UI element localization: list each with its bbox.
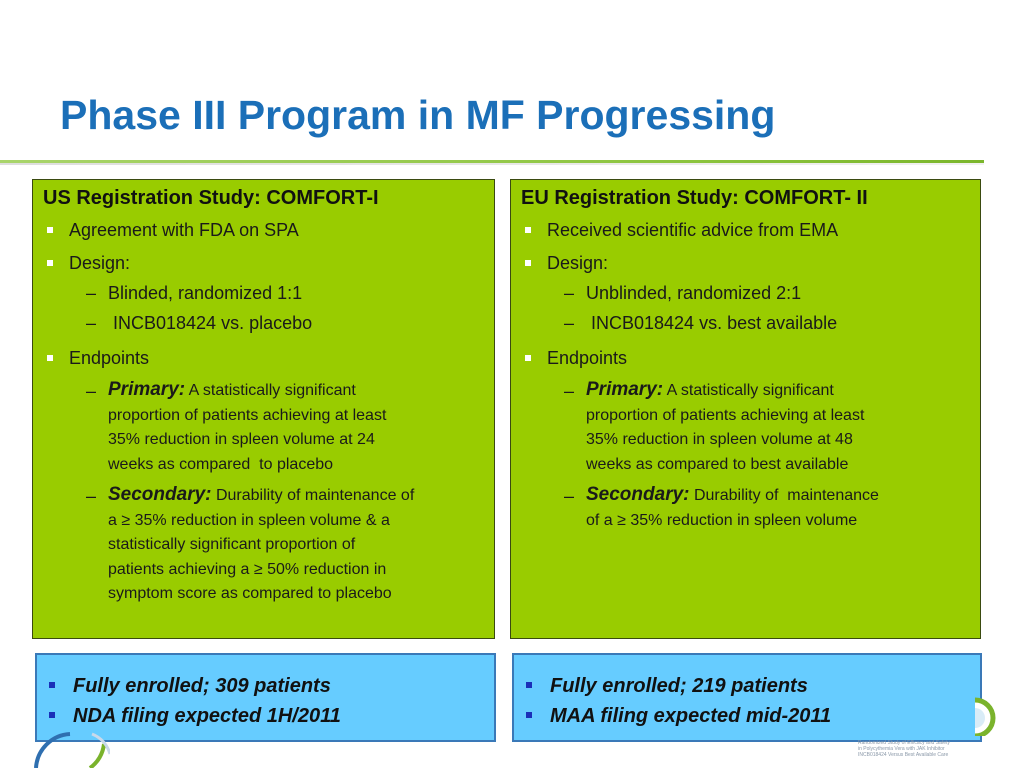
eu-enrollment-text: Fully enrolled; 219 patients bbox=[550, 675, 808, 697]
square-bullet-icon bbox=[526, 682, 532, 688]
us-filing-text: NDA filing expected 1H/2011 bbox=[73, 705, 341, 727]
eu-enrollment-item: Fully enrolled; 219 patients bbox=[526, 671, 980, 701]
corner-logo-left bbox=[30, 724, 110, 768]
eu-design-item-text: Unblinded, randomized 2:1 bbox=[586, 283, 802, 303]
eu-study-panel: EU Registration Study: COMFORT- II Recei… bbox=[510, 179, 981, 639]
us-bullet-endpoints-text: Endpoints bbox=[69, 348, 150, 368]
us-secondary-text: a ≥ 35% reduction in spleen volume & a bbox=[108, 511, 390, 529]
us-secondary-label: Secondary: bbox=[108, 484, 212, 505]
slide-title: Phase III Program in MF Progressing bbox=[60, 92, 776, 138]
eu-filing-item: MAA filing expected mid-2011 bbox=[526, 701, 980, 731]
us-study-panel: US Registration Study: COMFORT-I Agreeme… bbox=[32, 179, 495, 639]
us-design-item-text: Blinded, randomized 1:1 bbox=[108, 283, 303, 303]
square-bullet-icon bbox=[49, 682, 55, 688]
eu-secondary-text: of a ≥ 35% reduction in spleen volume bbox=[586, 511, 858, 529]
eu-bullet-design-text: Design: bbox=[547, 253, 609, 273]
square-bullet-icon bbox=[49, 712, 55, 718]
us-design-item-text: INCB018424 vs. placebo bbox=[108, 313, 313, 333]
dash-bullet-icon: – bbox=[86, 486, 97, 506]
square-bullet-icon bbox=[526, 712, 532, 718]
eu-primary-text: 35% reduction in spleen volume at 48 bbox=[586, 431, 853, 448]
us-enrollment-item: Fully enrolled; 309 patients bbox=[49, 671, 494, 701]
eu-bullet-endpoints-text: Endpoints bbox=[547, 348, 628, 368]
us-filing-item: NDA filing expected 1H/2011 bbox=[49, 701, 494, 731]
us-secondary-endpoint: – Secondary: Durability of maintenance o… bbox=[43, 483, 484, 607]
eu-primary-label: Primary: bbox=[586, 379, 664, 400]
eu-study-heading: EU Registration Study: COMFORT- II bbox=[521, 187, 868, 209]
eu-design-item: – INCB018424 vs. best available bbox=[521, 312, 970, 334]
eu-design-item-text: INCB018424 vs. best available bbox=[586, 313, 838, 333]
eu-primary-text: weeks as compared to best available bbox=[586, 455, 849, 473]
us-design-item: – INCB018424 vs. placebo bbox=[43, 312, 484, 334]
us-secondary-text: statistically significant proportion of bbox=[108, 536, 356, 553]
study-caption-line: INCB018424 Versus Best Available Care bbox=[858, 752, 949, 758]
us-primary-text: 35% reduction in spleen volume at 24 bbox=[108, 431, 375, 448]
us-design-item: – Blinded, randomized 1:1 bbox=[43, 282, 484, 304]
us-primary-text: proportion of patients achieving at leas… bbox=[108, 406, 387, 424]
dash-bullet-icon: – bbox=[86, 313, 97, 333]
dash-bullet-icon: – bbox=[564, 313, 575, 333]
us-secondary-text: patients achieving a ≥ 50% reduction in bbox=[108, 560, 387, 578]
eu-bullet-ema: Received scientific advice from EMA bbox=[521, 219, 970, 241]
eu-secondary-endpoint: – Secondary: Durability of maintenance o… bbox=[521, 483, 970, 533]
eu-design-item: – Unblinded, randomized 2:1 bbox=[521, 282, 970, 304]
us-study-heading: US Registration Study: COMFORT-I bbox=[43, 187, 379, 209]
us-secondary-text: Durability of maintenance of bbox=[215, 487, 415, 504]
us-primary-label: Primary: bbox=[108, 379, 186, 400]
square-bullet-icon bbox=[525, 260, 531, 266]
study-caption: Randomized Study of Efficacy and Safety … bbox=[858, 740, 1018, 758]
square-bullet-icon bbox=[525, 227, 531, 233]
us-bullet-fda: Agreement with FDA on SPA bbox=[43, 219, 484, 241]
title-divider-shadow bbox=[0, 163, 984, 165]
dash-bullet-icon: – bbox=[564, 486, 575, 506]
eu-secondary-label: Secondary: bbox=[586, 484, 690, 505]
eu-enrollment-panel: Fully enrolled; 219 patients MAA filing … bbox=[512, 653, 982, 742]
eu-bullet-design: Design: bbox=[521, 252, 970, 274]
study-caption-line: Randomized Study of Efficacy and Safety bbox=[858, 740, 950, 746]
eu-primary-endpoint: – Primary: A statistically significant p… bbox=[521, 378, 970, 477]
square-bullet-icon bbox=[525, 355, 531, 361]
square-bullet-icon bbox=[47, 260, 53, 266]
dash-bullet-icon: – bbox=[86, 283, 97, 303]
us-primary-text: A statistically significant bbox=[188, 382, 356, 399]
dash-bullet-icon: – bbox=[564, 381, 575, 401]
square-bullet-icon bbox=[47, 355, 53, 361]
corner-logo-right bbox=[975, 696, 999, 736]
title-divider bbox=[0, 160, 984, 163]
us-bullet-fda-text: Agreement with FDA on SPA bbox=[69, 220, 299, 240]
us-enrollment-panel: Fully enrolled; 309 patients NDA filing … bbox=[35, 653, 496, 742]
eu-primary-text: A statistically significant bbox=[666, 382, 834, 399]
us-primary-endpoint: – Primary: A statistically significant p… bbox=[43, 378, 484, 477]
eu-secondary-text: Durability of maintenance bbox=[693, 487, 879, 504]
us-enrollment-text: Fully enrolled; 309 patients bbox=[73, 675, 331, 697]
eu-bullet-endpoints: Endpoints bbox=[521, 347, 970, 369]
us-secondary-text: symptom score as compared to placebo bbox=[108, 585, 392, 602]
eu-filing-text: MAA filing expected mid-2011 bbox=[550, 705, 832, 727]
dash-bullet-icon: – bbox=[86, 381, 97, 401]
us-bullet-design: Design: bbox=[43, 252, 484, 274]
eu-primary-text: proportion of patients achieving at leas… bbox=[586, 406, 865, 424]
us-bullet-design-text: Design: bbox=[69, 253, 131, 273]
us-bullet-endpoints: Endpoints bbox=[43, 347, 484, 369]
dash-bullet-icon: – bbox=[564, 283, 575, 303]
us-primary-text: weeks as compared to placebo bbox=[108, 455, 334, 473]
eu-bullet-ema-text: Received scientific advice from EMA bbox=[547, 220, 839, 240]
study-caption-line: in Polycythemia Vera with JAK Inhibitor bbox=[858, 746, 945, 752]
square-bullet-icon bbox=[47, 227, 53, 233]
